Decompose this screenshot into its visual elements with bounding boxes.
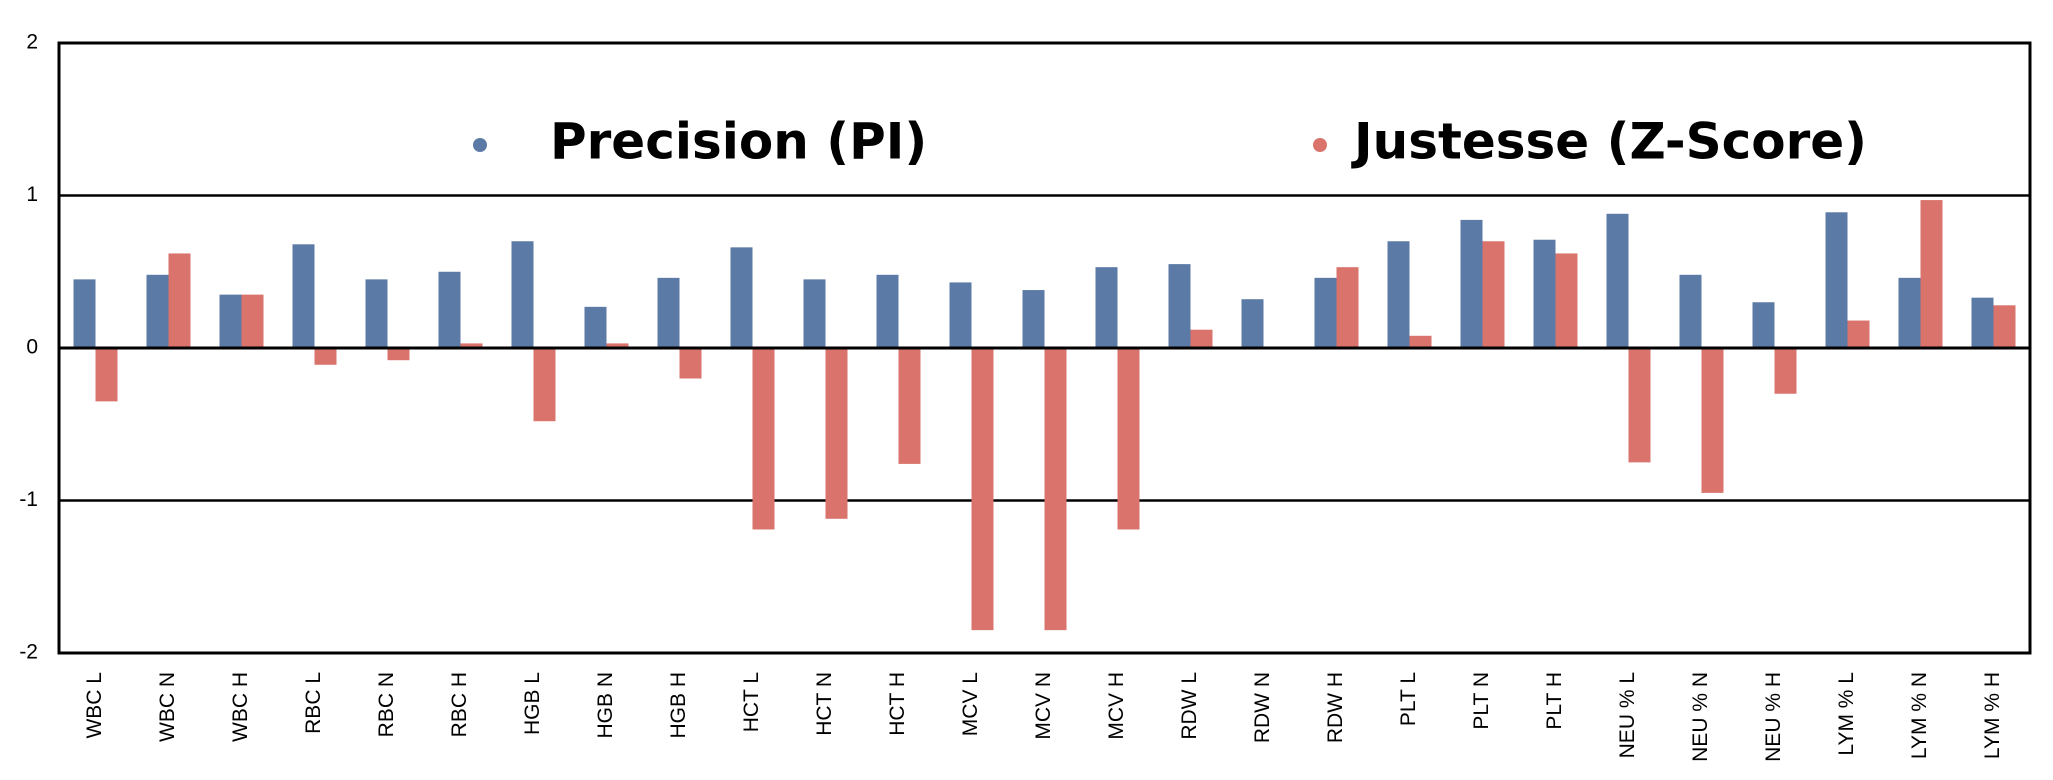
bar <box>1241 299 1264 348</box>
bar <box>1044 348 1067 631</box>
bar <box>438 271 461 348</box>
x-tick-label: PLT H <box>1543 672 1566 730</box>
x-tick-label: HCT N <box>813 672 836 736</box>
bar <box>1460 219 1483 348</box>
x-tick-label: NEU % H <box>1762 672 1785 762</box>
bar <box>1606 213 1629 348</box>
bar <box>1679 274 1702 348</box>
x-tick-label: LYM % L <box>1835 672 1858 756</box>
x-tick-label: MCV L <box>959 672 982 736</box>
bar <box>168 253 191 348</box>
x-tick-label: WBC H <box>229 672 252 742</box>
bar <box>606 343 629 348</box>
bar <box>314 348 337 365</box>
bar <box>584 306 607 348</box>
bar <box>1168 264 1191 348</box>
bar <box>1920 200 1943 348</box>
x-tick-label: RBC L <box>302 672 325 734</box>
bar <box>1095 267 1118 348</box>
x-tick-label: LYM % H <box>1981 672 2004 759</box>
bar <box>752 348 775 530</box>
x-tick-label: RDW H <box>1324 672 1347 743</box>
bar <box>146 274 169 348</box>
bar <box>292 244 315 348</box>
bar <box>1898 277 1921 348</box>
bar <box>803 279 826 348</box>
x-tick-label: HCT H <box>886 672 909 736</box>
x-tick-label: HGB H <box>667 672 690 739</box>
x-tick-label: WBC N <box>156 672 179 742</box>
bar <box>1190 329 1213 348</box>
legend-marker <box>1313 138 1327 152</box>
bar <box>1847 320 1870 348</box>
bar <box>876 274 899 348</box>
x-tick-label: RBC N <box>375 672 398 737</box>
bar <box>1774 348 1797 394</box>
y-tick-label: 2 <box>26 31 38 54</box>
bar <box>1336 267 1359 348</box>
bar <box>241 294 264 348</box>
bar <box>1555 253 1578 348</box>
bar <box>1825 212 1848 348</box>
bar <box>1314 277 1337 348</box>
bar <box>730 247 753 348</box>
bar <box>1117 348 1140 530</box>
y-tick-label: 1 <box>26 183 38 206</box>
x-tick-label: MCV N <box>1032 672 1055 740</box>
x-tick-label: PLT L <box>1397 672 1420 726</box>
bar <box>1022 290 1045 348</box>
legend-label: Precision (PI) <box>550 113 927 171</box>
legend-marker <box>473 138 487 152</box>
y-tick-label: -1 <box>19 488 38 511</box>
legend-label: Justesse (Z-Score) <box>1351 113 1867 171</box>
bar <box>460 343 483 348</box>
x-tick-label: RBC H <box>448 672 471 737</box>
x-tick-label: WBC L <box>83 672 106 739</box>
bar <box>219 294 242 348</box>
bar <box>679 348 702 379</box>
x-tick-label: LYM % N <box>1908 672 1931 759</box>
x-tick-label: NEU % L <box>1616 672 1639 758</box>
bar <box>1993 305 2016 348</box>
bar <box>365 279 388 348</box>
y-tick-label: -2 <box>19 641 38 664</box>
bar <box>1752 302 1775 348</box>
bar <box>1387 241 1410 348</box>
bar <box>73 279 96 348</box>
x-tick-label: NEU % N <box>1689 672 1712 762</box>
bar <box>1971 297 1994 348</box>
bar <box>657 277 680 348</box>
x-tick-label: HCT L <box>740 672 763 732</box>
bar <box>1701 348 1724 493</box>
y-tick-label: 0 <box>26 336 38 359</box>
x-tick-label: HGB L <box>521 672 544 735</box>
bar <box>1628 348 1651 463</box>
bar <box>533 348 556 422</box>
x-tick-label: HGB N <box>594 672 617 739</box>
bar <box>898 348 921 464</box>
bar <box>949 282 972 348</box>
bar <box>971 348 994 631</box>
bar <box>1409 335 1432 348</box>
x-tick-label: RDW N <box>1251 672 1274 743</box>
bar <box>825 348 848 519</box>
x-tick-label: MCV H <box>1105 672 1128 740</box>
bar <box>95 348 118 402</box>
bar <box>511 241 534 348</box>
x-tick-label: RDW L <box>1178 672 1201 740</box>
bar <box>1482 241 1505 348</box>
bar <box>387 348 410 361</box>
bar <box>1533 239 1556 348</box>
x-tick-label: PLT N <box>1470 672 1493 730</box>
